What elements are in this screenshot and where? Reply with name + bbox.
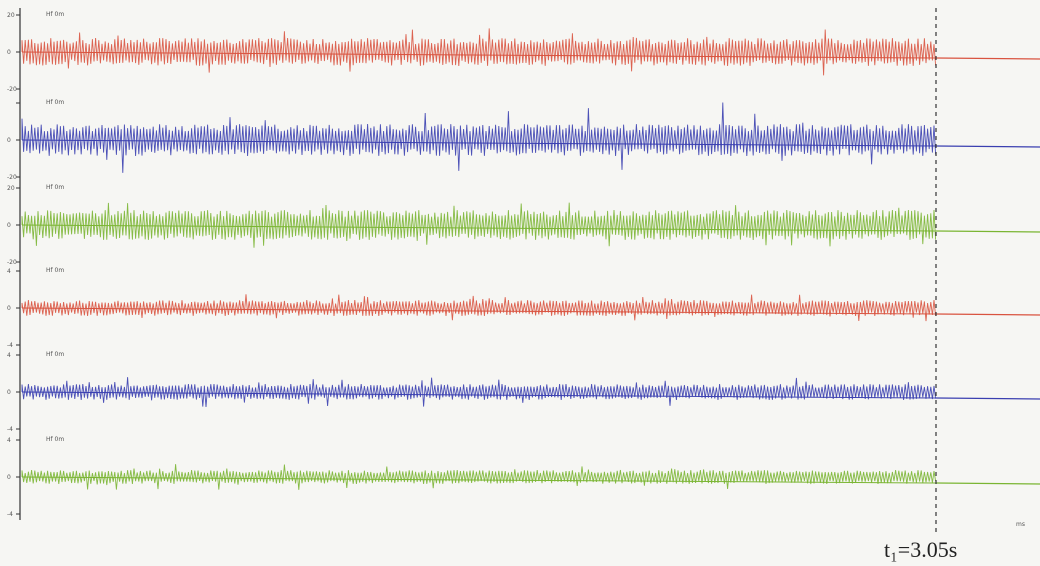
channel-3: Hf 0m 20 0 -20 [7, 184, 1040, 266]
tick-label: 20 [7, 12, 15, 19]
waveform-series [21, 202, 937, 248]
channel-1: Hf 0m 20 0 -20 [7, 11, 1040, 93]
flat-trace [935, 313, 1040, 316]
signal-baseline [21, 139, 937, 147]
channel-label: Hf 0m [46, 351, 64, 358]
waveform-series [21, 102, 937, 173]
tick-label: -4 [7, 342, 13, 349]
flat-trace [935, 482, 1040, 485]
tick-label: -20 [7, 259, 17, 266]
tick-label: 4 [7, 352, 11, 359]
flat-trace [935, 230, 1040, 233]
channel-label: Hf 0m [46, 436, 64, 443]
waveform-series [21, 377, 937, 408]
tick-label: 0 [7, 49, 11, 56]
signal-baseline [21, 391, 937, 399]
channels-layer: Hf 0m 20 0 -20 Hf 0m 0 -20 Hf 0m 20 0 -20 Hf 0m 4 0 -4… [7, 11, 1040, 518]
tick-label: -20 [7, 86, 17, 93]
tick-label: 4 [7, 437, 11, 444]
channel-label: Hf 0m [46, 267, 64, 274]
x-axis-label: ms [1016, 521, 1025, 528]
channel-4: Hf 0m 4 0 -4 [7, 267, 1040, 349]
signal-baseline [21, 307, 937, 315]
flat-trace [935, 397, 1040, 400]
tick-label: 4 [7, 268, 11, 275]
tick-label: -4 [7, 426, 13, 433]
tick-label: 0 [7, 389, 11, 396]
channel-5: Hf 0m 4 0 -4 [7, 351, 1040, 433]
waveform-series [21, 464, 937, 490]
signal-baseline [21, 476, 937, 484]
waveform-series [21, 294, 937, 322]
channel-label: Hf 0m [46, 99, 64, 106]
tick-label: 20 [7, 185, 15, 192]
flat-trace [935, 57, 1040, 60]
channel-label: Hf 0m [46, 11, 64, 18]
event-marker-label: t₁=3.05s [884, 537, 957, 562]
flat-trace [935, 145, 1040, 148]
signal-baseline [21, 51, 937, 59]
tick-label: 0 [7, 137, 11, 144]
channel-6: Hf 0m 4 0 -4 [7, 436, 1040, 518]
tick-label: -4 [7, 511, 13, 518]
tick-label: 0 [7, 305, 11, 312]
signal-baseline [21, 224, 937, 232]
tick-label: -20 [7, 174, 17, 181]
tick-label: 0 [7, 222, 11, 229]
channel-2: Hf 0m 0 -20 [7, 99, 1040, 181]
waveform-series [21, 28, 937, 76]
tick-label: 0 [7, 474, 11, 481]
channel-label: Hf 0m [46, 184, 64, 191]
